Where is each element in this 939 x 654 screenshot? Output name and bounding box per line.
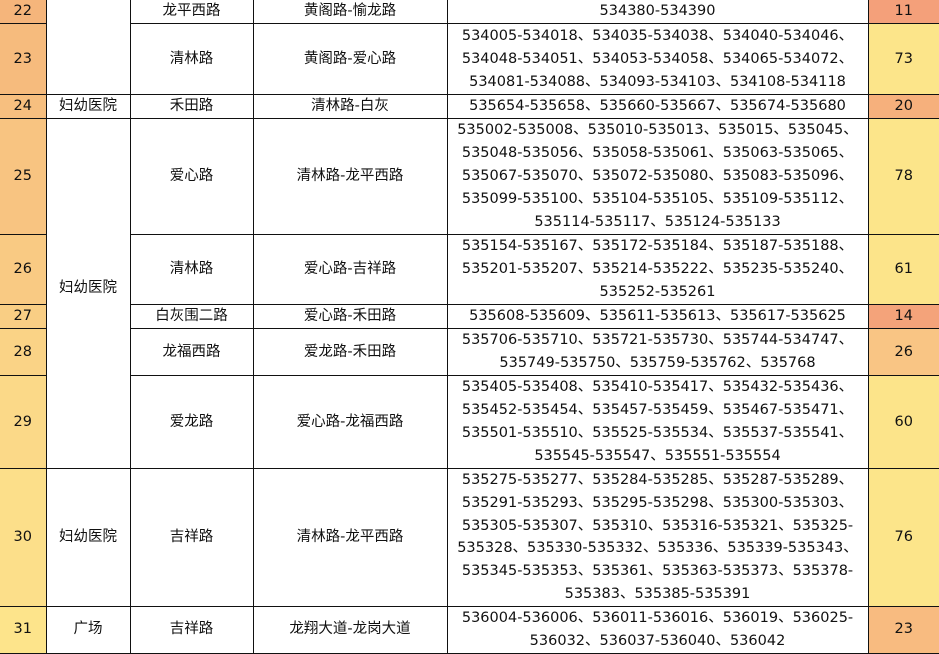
area-cell: [45, 0, 131, 95]
table-row: 27 白灰围二路 爱心路-禾田路 535608-535609、535611-53561…: [0, 304, 939, 329]
count-cell: 26: [867, 328, 939, 376]
postcode-range-cell: 536004-536006、536011-536016、536019、53602…: [446, 605, 869, 654]
postcode-range-cell: 534005-534018、534035-534038、534040-53404…: [446, 23, 869, 95]
postcode-range-cell: 535154-535167、535172-535184、535187-53518…: [446, 234, 869, 305]
table-row: 23 清林路 黄阁路-爱心路 534005-534018、534035-534038、…: [0, 23, 939, 95]
table-row: 29 爱龙路 爱心路-龙福西路 535405-535408、535410-535417…: [0, 375, 939, 469]
postcode-range-cell: 535706-535710、535721-535730、535744-53474…: [446, 328, 869, 376]
count-cell: 23: [867, 605, 939, 654]
road-cell: 清林路: [129, 23, 254, 95]
segment-cell: 黄阁路-爱心路: [252, 23, 448, 95]
table-row: 26 清林路 爱心路-吉祥路 535154-535167、535172-535184、…: [0, 234, 939, 305]
count-cell: 76: [867, 468, 939, 607]
count-cell: 73: [867, 23, 939, 95]
road-cell: 白灰围二路: [129, 304, 254, 329]
table-row: 22 龙平西路 黄阁路-愉龙路 534380-534390 11: [0, 0, 939, 95]
postcode-range-cell: 535002-535008、535010-535013、535015、53504…: [446, 118, 869, 235]
postcode-range-cell: 535275-535277、535284-535285、535287-53528…: [446, 468, 869, 607]
table-row: 25 妇幼医院 爱心路 清林路-龙平西路 535002-535008、535010-53…: [0, 118, 939, 469]
count-cell: 20: [867, 94, 939, 119]
segment-cell: 清林路-龙平西路: [252, 118, 448, 235]
row-number-cell: 29: [0, 375, 47, 469]
segment-cell: 清林路-白灰: [252, 94, 448, 119]
row-number-cell: 28: [0, 328, 47, 376]
row-number-cell: 23: [0, 23, 47, 95]
road-cell: 爱心路: [129, 118, 254, 235]
segment-cell: 龙翔大道-龙岗大道: [252, 605, 448, 654]
segment-cell: 清林路-龙平西路: [252, 468, 448, 607]
row-number-cell: 24: [0, 94, 47, 119]
table-row: 31 广场 吉祥路 龙翔大道-龙岗大道 536004-536006、536011-536…: [0, 605, 939, 654]
row-number-cell: 26: [0, 234, 47, 305]
count-cell: 60: [867, 375, 939, 469]
count-cell: 14: [867, 304, 939, 329]
table-row: 30 妇幼医院 吉祥路 清林路-龙平西路 535275-535277、535284-53…: [0, 468, 939, 607]
road-cell: 吉祥路: [129, 605, 254, 654]
row-number-cell: 31: [0, 605, 47, 654]
postcode-range-cell: 535654-535658、535660-535667、535674-53568…: [446, 94, 869, 119]
segment-cell: 黄阁路-愉龙路: [252, 0, 448, 24]
table-row: 24 妇幼医院 禾田路 清林路-白灰 535654-535658、535660-5356…: [0, 94, 939, 119]
road-cell: 清林路: [129, 234, 254, 305]
count-cell: 11: [867, 0, 939, 24]
area-cell: 广场: [45, 605, 131, 654]
postcode-range-cell: 535608-535609、535611-535613、535617-53562…: [446, 304, 869, 329]
row-number-cell: 25: [0, 118, 47, 235]
postcode-range-cell: 535405-535408、535410-535417、535432-53543…: [446, 375, 869, 469]
segment-cell: 爱龙路-禾田路: [252, 328, 448, 376]
segment-cell: 爱心路-禾田路: [252, 304, 448, 329]
row-number-cell: 30: [0, 468, 47, 607]
area-cell: 妇幼医院: [45, 468, 131, 607]
road-cell: 龙福西路: [129, 328, 254, 376]
count-cell: 78: [867, 118, 939, 235]
segment-cell: 爱心路-吉祥路: [252, 234, 448, 305]
table-row: 28 龙福西路 爱龙路-禾田路 535706-535710、535721-535730…: [0, 328, 939, 376]
count-cell: 61: [867, 234, 939, 305]
row-number-cell: 27: [0, 304, 47, 329]
segment-cell: 爱心路-龙福西路: [252, 375, 448, 469]
road-cell: 禾田路: [129, 94, 254, 119]
postcode-range-cell: 534380-534390: [446, 0, 869, 24]
road-cell: 龙平西路: [129, 0, 254, 24]
area-cell: 妇幼医院: [45, 94, 131, 119]
road-cell: 爱龙路: [129, 375, 254, 469]
area-cell: 妇幼医院: [45, 118, 131, 469]
road-cell: 吉祥路: [129, 468, 254, 607]
row-number-cell: 22: [0, 0, 47, 24]
